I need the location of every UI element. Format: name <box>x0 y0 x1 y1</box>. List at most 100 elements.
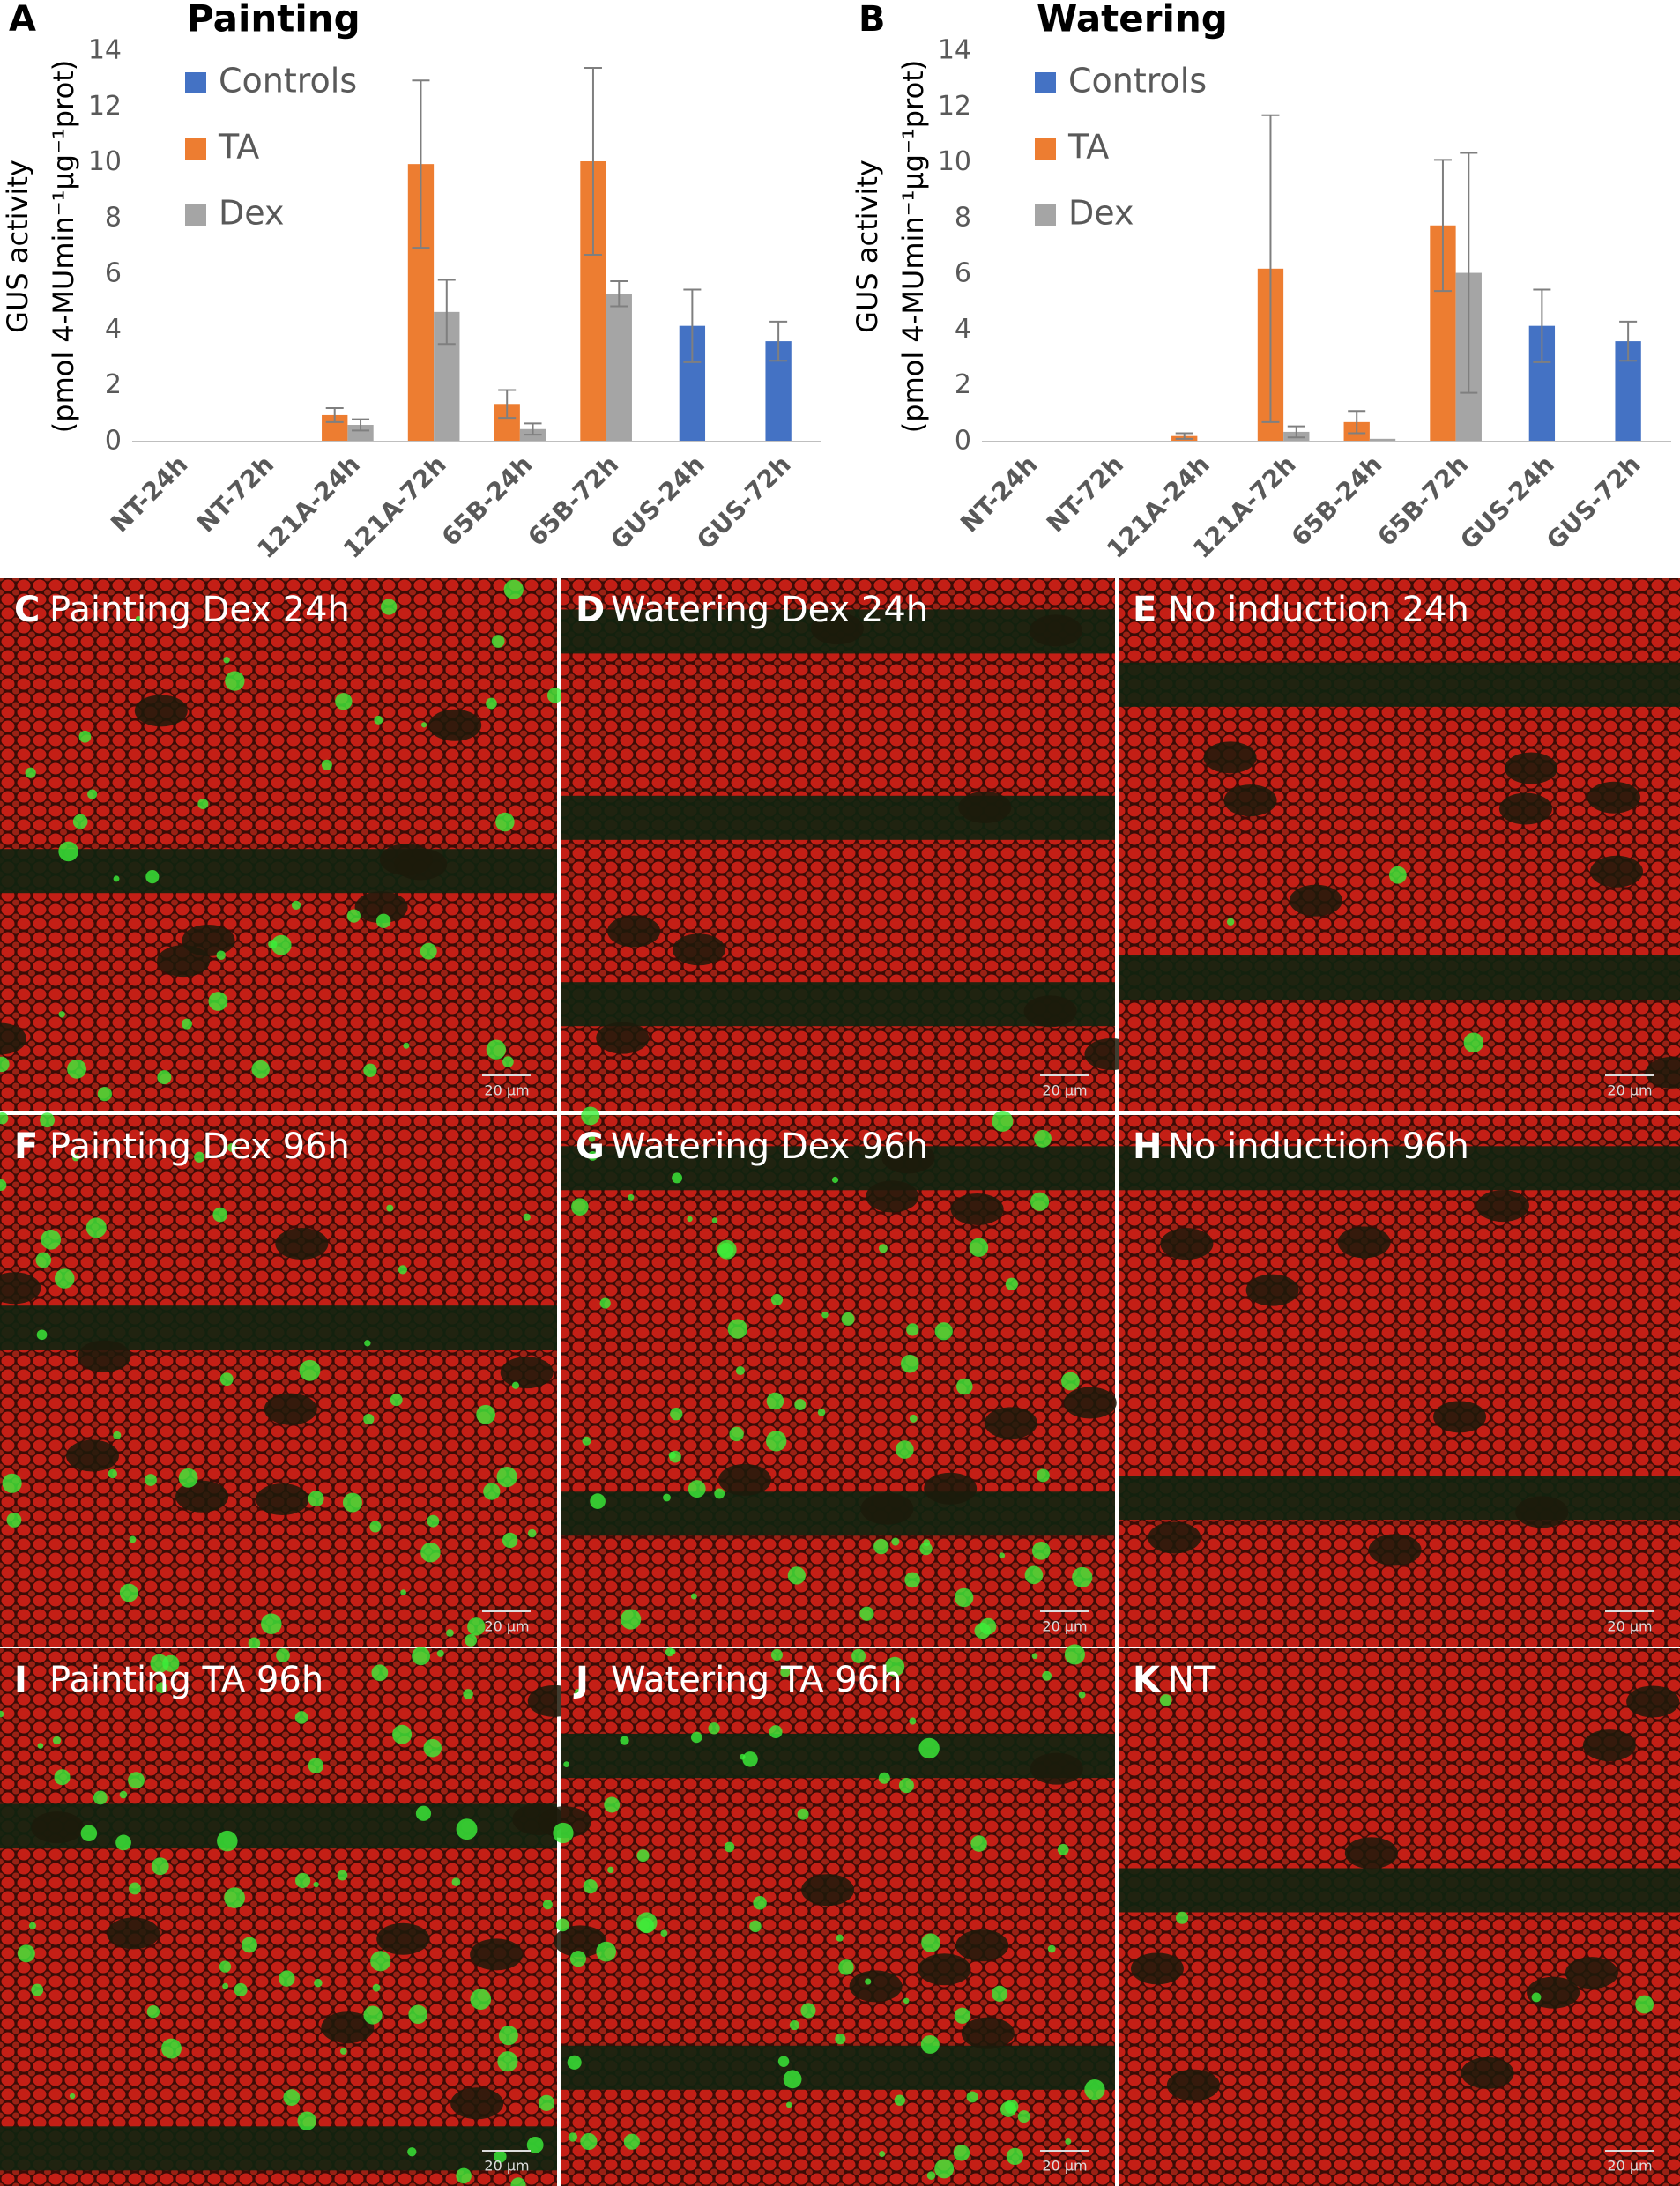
stomata <box>65 1439 119 1472</box>
legend-swatch <box>185 138 206 160</box>
gfp-spot <box>80 1825 98 1842</box>
gfp-spot <box>918 1737 940 1759</box>
stomata <box>1130 1952 1184 1985</box>
error-bar <box>498 389 517 420</box>
gfp-spot <box>371 1664 389 1682</box>
gfp-spot <box>321 759 332 770</box>
gfp-spot <box>859 1606 874 1621</box>
gfp-spot <box>1006 2147 1024 2166</box>
y-axis-label: (pmol 4-MUmin⁻¹µg⁻¹prot) <box>896 60 930 433</box>
gfp-spot <box>299 1359 321 1381</box>
gfp-spot <box>314 1978 323 1988</box>
x-tick-label: GUS-72h <box>691 450 797 555</box>
stomata <box>1587 781 1640 814</box>
x-tick-label: NT-72h <box>1041 450 1129 538</box>
gfp-spot <box>294 1711 308 1724</box>
gfp-spot <box>563 1761 570 1767</box>
gfp-spot <box>470 1989 492 2011</box>
vein-band <box>1119 662 1680 707</box>
stomata <box>801 1874 855 1907</box>
gfp-spot <box>25 767 36 778</box>
gfp-spot <box>800 2003 816 2019</box>
gfp-spot <box>407 2147 417 2157</box>
gfp-spot <box>486 1039 507 1060</box>
micrograph-texture <box>1119 1115 1680 1647</box>
gfp-spot <box>836 1934 844 1942</box>
gfp-spot <box>770 1648 784 1662</box>
error-bar <box>352 418 370 432</box>
gfp-spot <box>491 635 505 648</box>
gfp-spot <box>97 1087 112 1102</box>
gfp-spot <box>381 599 398 615</box>
gfp-spot <box>555 1918 569 1932</box>
gfp-spot <box>920 2034 940 2054</box>
panel-title: Painting Dex 24h <box>49 590 350 630</box>
gfp-spot <box>87 789 98 799</box>
error-bar <box>524 422 542 436</box>
y-tick-label: 10 <box>938 146 971 177</box>
x-tick-label: NT-24h <box>955 450 1043 538</box>
gfp-spot <box>955 1378 973 1395</box>
gfp-spot <box>0 1056 10 1073</box>
y-tick-label: 2 <box>955 369 971 400</box>
error-bar <box>1348 410 1366 435</box>
vein-band <box>561 1734 1115 1778</box>
stomata <box>1344 1837 1398 1870</box>
micrograph <box>1119 1115 1680 1647</box>
gfp-spot <box>607 1866 614 1874</box>
gfp-spot <box>363 1413 375 1425</box>
gfp-spot <box>620 1736 629 1745</box>
scale-bar-label: 20 µm <box>1607 1618 1652 1635</box>
gfp-spot <box>1064 1644 1086 1665</box>
stomata <box>866 1180 919 1213</box>
micrograph-texture <box>561 1115 1115 1647</box>
panel-title: Watering Dex 96h <box>611 1126 928 1167</box>
gfp-spot <box>885 1656 905 1677</box>
legend-label: Controls <box>219 62 357 100</box>
stomata <box>1626 1685 1680 1718</box>
stomata <box>450 2087 504 2120</box>
panel-letter: D <box>576 590 605 630</box>
stomata <box>958 791 1012 823</box>
gfp-spot <box>283 2089 301 2106</box>
gfp-spot <box>93 1790 108 1805</box>
gfp-spot <box>6 1513 22 1528</box>
gfp-spot <box>571 1198 589 1216</box>
gfp-spot <box>831 1176 839 1184</box>
gfp-spot <box>78 730 92 743</box>
gfp-spot <box>906 1323 919 1336</box>
gfp-spot <box>208 992 228 1011</box>
gfp-spot <box>261 1613 282 1634</box>
gfp-spot <box>1531 1992 1542 2003</box>
gfp-spot <box>69 2093 76 2100</box>
gfp-spot <box>502 1532 518 1549</box>
gfp-spot <box>465 1633 478 1647</box>
stomata <box>984 1407 1037 1439</box>
gfp-spot <box>113 1431 122 1439</box>
y-tick-label: 2 <box>105 369 122 400</box>
stomata <box>950 1193 1004 1225</box>
stomata <box>78 1340 131 1372</box>
panel-label: A <box>9 0 36 40</box>
stomata <box>394 848 448 881</box>
scale-bar-label: 20 µm <box>1607 1082 1652 1099</box>
gfp-spot <box>969 1238 989 1257</box>
gfp-spot <box>538 2094 555 2111</box>
gfp-spot <box>375 913 391 929</box>
panel-letter: J <box>573 1660 589 1700</box>
gfp-spot <box>58 841 78 862</box>
gfp-spot <box>420 942 437 960</box>
micrograph <box>561 1106 1117 1647</box>
gfp-spot <box>753 1896 767 1910</box>
gfp-spot <box>456 2167 472 2184</box>
stomata <box>1498 792 1552 825</box>
gfp-spot <box>785 2101 792 2108</box>
y-tick-label: 4 <box>955 314 971 345</box>
gfp-spot <box>970 1835 987 1852</box>
gfp-spot <box>0 1112 9 1125</box>
gfp-spot <box>894 2094 905 2106</box>
gfp-spot <box>52 1736 62 1745</box>
vein-band <box>561 982 1115 1027</box>
stomata <box>1368 1534 1422 1566</box>
stomata <box>1289 884 1342 917</box>
